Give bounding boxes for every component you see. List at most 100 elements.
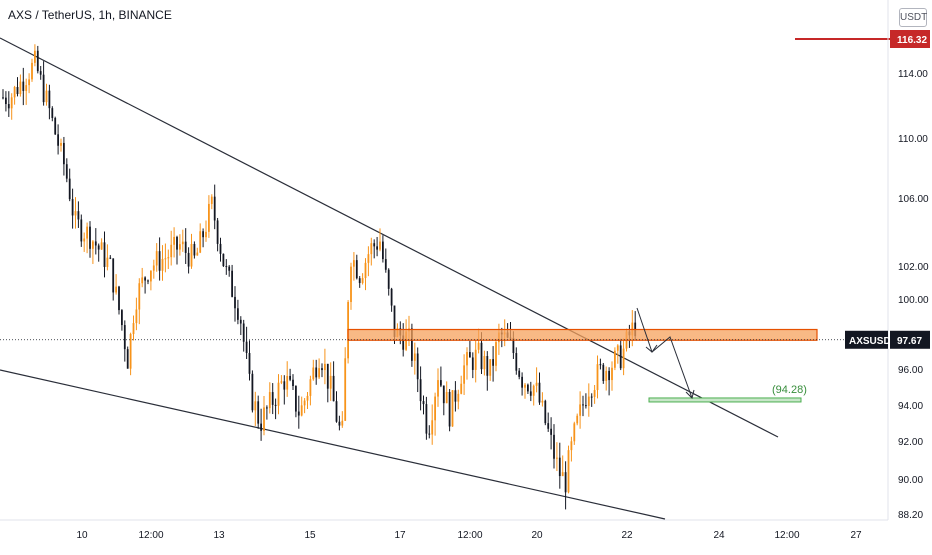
candle xyxy=(309,375,312,406)
candle xyxy=(225,259,228,275)
candle xyxy=(489,359,492,381)
candle xyxy=(123,320,126,362)
candle-body xyxy=(309,379,312,396)
candle-body xyxy=(596,364,599,391)
candle-body xyxy=(65,164,68,179)
candle xyxy=(42,61,45,106)
symbol-title[interactable]: AXS / TetherUS, 1h, BINANCE xyxy=(8,8,172,22)
candle xyxy=(251,370,254,413)
candle xyxy=(170,230,173,266)
candle xyxy=(63,136,65,176)
candle xyxy=(437,368,439,407)
candle-body xyxy=(353,260,355,267)
candle-body xyxy=(54,117,57,135)
y-tick-label: 100.00 xyxy=(898,295,929,306)
candle xyxy=(324,348,326,385)
candle xyxy=(45,83,48,106)
candle xyxy=(570,436,573,462)
candle-body xyxy=(344,358,347,421)
candle xyxy=(315,359,318,385)
y-tick-label: 106.00 xyxy=(898,194,929,205)
candle-body xyxy=(71,199,74,216)
candle xyxy=(416,347,419,393)
candle xyxy=(353,252,355,281)
y-tick-label: 94.00 xyxy=(898,401,923,412)
candle-body xyxy=(616,345,619,351)
candle xyxy=(582,395,584,417)
candle-body xyxy=(489,359,492,376)
candle-body xyxy=(25,85,28,91)
candle-body xyxy=(437,380,439,397)
candle-body xyxy=(100,242,103,250)
candle-body xyxy=(245,341,248,353)
candle xyxy=(260,408,262,441)
candle xyxy=(321,363,323,378)
candle xyxy=(529,381,532,402)
candle-body xyxy=(544,400,547,424)
candle-body xyxy=(202,231,204,238)
candle xyxy=(57,124,59,155)
candle xyxy=(268,382,271,414)
candle xyxy=(228,265,231,277)
candle-body xyxy=(118,286,120,311)
candle-body xyxy=(361,278,364,284)
candle-body xyxy=(161,258,164,271)
candle xyxy=(13,85,16,105)
candle-body xyxy=(318,368,320,378)
candle-body xyxy=(268,392,271,409)
candle-body xyxy=(411,328,413,361)
candle-body xyxy=(466,352,468,366)
candle-body xyxy=(92,241,94,249)
candle xyxy=(419,366,422,411)
projection-arrowhead xyxy=(645,344,658,353)
candle-body xyxy=(550,428,552,435)
candle xyxy=(532,384,535,406)
candle xyxy=(535,367,538,393)
currency-badge[interactable]: USDT xyxy=(899,8,927,27)
candle xyxy=(289,368,291,382)
y-tick-label: 90.00 xyxy=(898,475,923,486)
candle-body xyxy=(2,97,4,99)
candle xyxy=(483,350,486,376)
candle-body xyxy=(216,220,219,244)
candle xyxy=(541,392,544,407)
candle xyxy=(297,395,300,429)
candle xyxy=(190,233,193,269)
candle xyxy=(239,316,242,336)
candle xyxy=(616,344,619,364)
candle xyxy=(602,362,605,384)
candle-body xyxy=(547,423,550,429)
y-tick-label: 92.00 xyxy=(898,437,923,448)
candle xyxy=(544,399,547,426)
candle-body xyxy=(364,262,367,279)
candle-body xyxy=(176,236,178,250)
candle-body xyxy=(225,266,228,268)
candle-body xyxy=(106,257,109,267)
candle-body xyxy=(80,219,83,242)
candle-body xyxy=(460,383,463,394)
candle-body xyxy=(457,393,460,402)
candle-body xyxy=(355,260,358,279)
candle-body xyxy=(602,364,605,381)
candle-body xyxy=(515,353,518,371)
candle-body xyxy=(251,373,254,411)
candle xyxy=(242,319,245,352)
candle xyxy=(622,338,625,376)
candle-body xyxy=(321,368,323,371)
candle xyxy=(585,393,587,409)
candle xyxy=(7,91,10,117)
candle xyxy=(237,299,239,325)
candle xyxy=(2,89,4,100)
candle-body xyxy=(239,319,242,324)
x-tick-label: 13 xyxy=(213,530,225,541)
symbol-price-label: AXSUSDT xyxy=(849,336,897,347)
candle-body xyxy=(587,396,590,406)
candle xyxy=(440,366,442,388)
candle-body xyxy=(132,323,135,335)
candle-body xyxy=(454,390,457,402)
candle-body xyxy=(445,391,448,404)
candle xyxy=(132,315,135,341)
candle-body xyxy=(121,310,123,326)
